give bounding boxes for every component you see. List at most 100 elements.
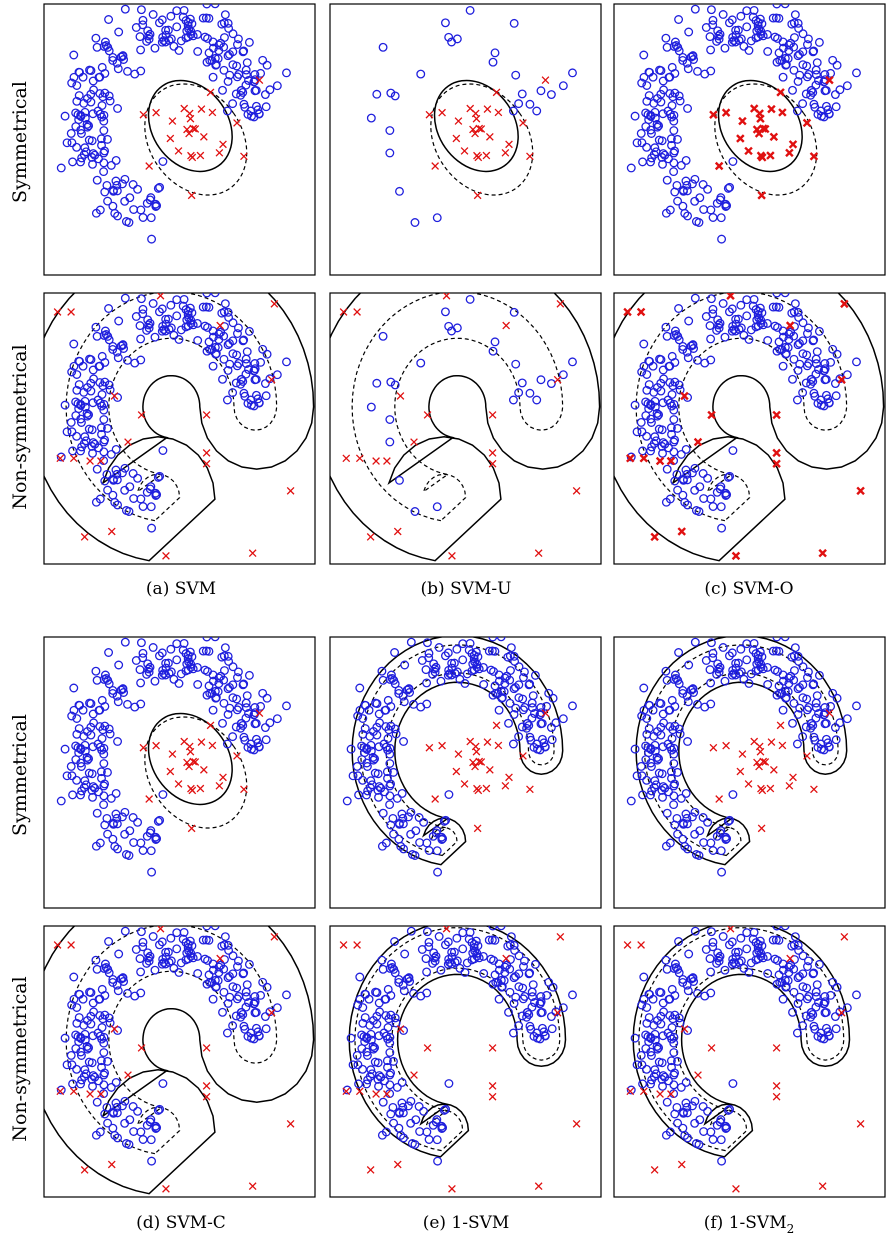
positive-point (404, 973, 414, 983)
positive-point (670, 37, 680, 47)
positive-point (390, 648, 400, 657)
positive-point (381, 742, 391, 752)
positive-point (99, 759, 109, 768)
positive-point (440, 940, 450, 950)
positive-point (390, 1013, 400, 1023)
positive-point (688, 51, 698, 61)
positive-point (399, 986, 409, 996)
positive-point (158, 321, 168, 331)
positive-point (661, 497, 671, 507)
negative-point (483, 105, 492, 113)
positive-point (820, 997, 830, 1007)
positive-point (111, 155, 121, 165)
negative-point (168, 117, 177, 125)
positive-point (71, 397, 81, 407)
positive-point (434, 932, 444, 941)
positive-point (722, 490, 732, 500)
positive-point (92, 808, 102, 818)
positive-point (400, 949, 410, 959)
negative-point (202, 1082, 211, 1090)
positive-point (514, 388, 524, 398)
positive-point (503, 941, 513, 951)
positive-point (682, 819, 692, 829)
negative-point (233, 752, 241, 760)
negative-point (714, 161, 724, 171)
positive-point (794, 945, 804, 955)
positive-point (469, 954, 479, 964)
positive-point (678, 1123, 688, 1133)
negative-point (637, 941, 645, 949)
positive-point (768, 13, 778, 23)
negative-point (185, 109, 194, 118)
positive-point (717, 867, 727, 877)
positive-point (678, 474, 688, 484)
positive-point (742, 944, 752, 954)
caption-a-prefix: (a) (146, 579, 175, 599)
negative-point (726, 293, 735, 300)
positive-point (99, 167, 109, 177)
positive-point (670, 146, 680, 156)
positive-point (145, 828, 155, 838)
positive-point (176, 958, 186, 968)
positive-point (174, 335, 184, 344)
caption-e-name: 1-SVM (451, 1213, 509, 1233)
negative-point (778, 741, 787, 750)
negative-point (162, 1185, 170, 1193)
positive-point (415, 1127, 425, 1136)
negative-point (488, 1082, 497, 1090)
positive-point (389, 1118, 399, 1128)
positive-point (662, 808, 672, 818)
positive-point (353, 711, 363, 721)
negative-point (423, 411, 432, 419)
positive-point (138, 213, 148, 222)
positive-point (424, 942, 434, 952)
margin-boundary (430, 83, 534, 196)
positive-point (163, 947, 173, 957)
positive-point (112, 980, 122, 990)
positive-point (96, 134, 106, 144)
negative-point (471, 109, 480, 118)
negative-point (183, 125, 191, 134)
positive-point (437, 1124, 447, 1133)
positive-point (665, 742, 675, 752)
positive-point (188, 31, 198, 41)
negative-point (197, 738, 206, 746)
positive-point (682, 347, 692, 357)
positive-point (232, 694, 242, 704)
positive-point (630, 1033, 640, 1043)
positive-point (803, 956, 813, 966)
positive-point (808, 720, 818, 730)
positive-point (733, 658, 743, 668)
positive-point (193, 969, 203, 978)
positive-point (389, 1056, 398, 1066)
positive-point (771, 935, 781, 945)
positive-point (508, 395, 518, 405)
positive-point (282, 701, 291, 711)
positive-point (239, 388, 249, 398)
negative-point (677, 527, 686, 536)
positive-point (158, 446, 168, 455)
positive-point (390, 679, 400, 689)
positive-point (224, 23, 234, 33)
positive-point (714, 667, 724, 677)
positive-point (272, 81, 282, 91)
positive-point (378, 331, 388, 341)
positive-point (112, 1108, 122, 1118)
positive-point (715, 662, 725, 672)
positive-point (774, 337, 784, 347)
positive-point (771, 13, 781, 23)
positive-point (239, 732, 249, 742)
decision-boundary (632, 926, 851, 1158)
positive-point (151, 835, 161, 844)
positive-point (72, 775, 82, 785)
positive-point (262, 349, 272, 359)
negative-point (502, 321, 511, 330)
positive-point (547, 1024, 557, 1034)
negative-point (199, 765, 208, 774)
positive-point (92, 331, 102, 341)
positive-point (174, 46, 184, 55)
positive-point (674, 968, 684, 978)
positive-point (811, 703, 821, 713)
positive-point (366, 402, 376, 412)
negative-point (477, 758, 486, 766)
